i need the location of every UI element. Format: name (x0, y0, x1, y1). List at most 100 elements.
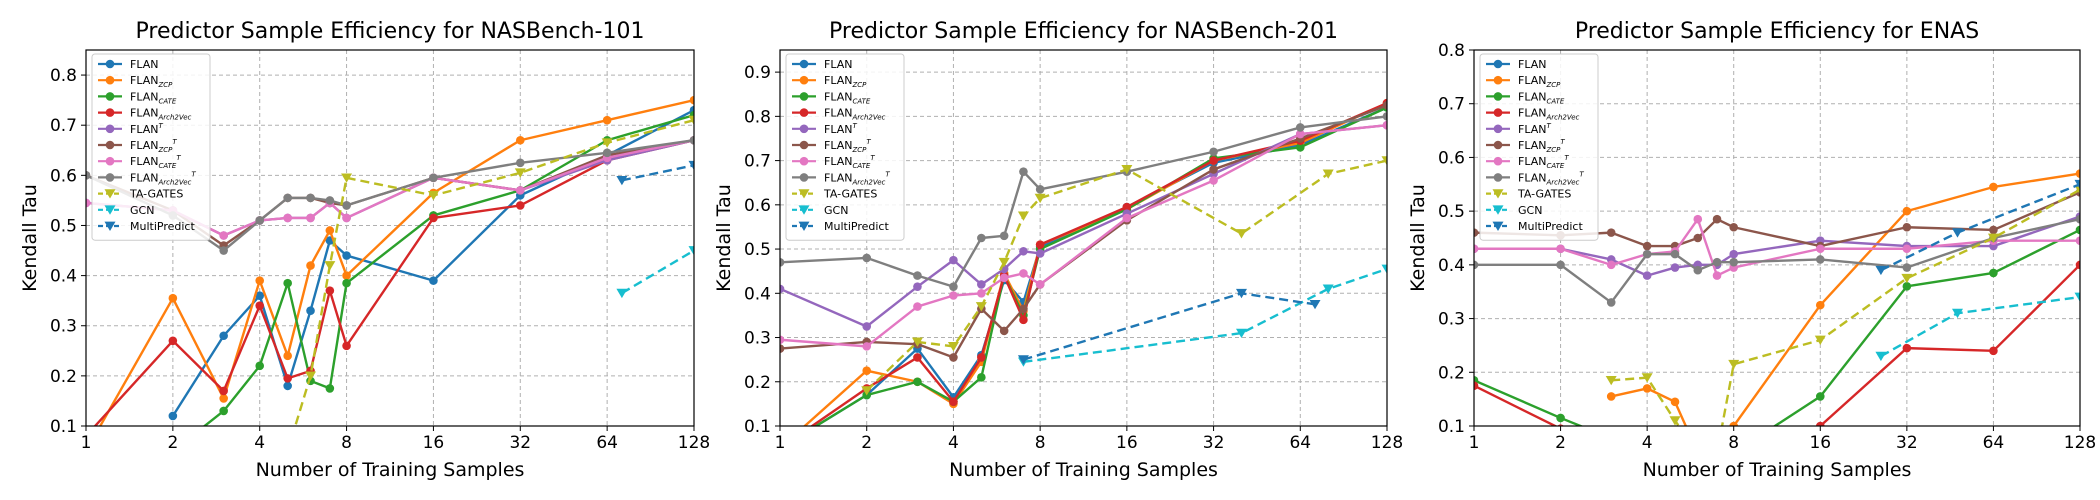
series-gcn (1875, 292, 2080, 362)
legend-item: FLANCATE (98, 90, 177, 105)
x-tick-label: 8 (1728, 433, 1739, 453)
data-point (949, 353, 958, 362)
y-tick-label: 0.2 (1438, 363, 1465, 383)
data-point (1474, 381, 1479, 391)
x-tick-label: 4 (948, 433, 959, 453)
series-line (1610, 172, 2080, 426)
series-ta-gates (861, 156, 1387, 396)
legend-item: FLANZCPT (98, 138, 177, 154)
y-tick-label: 0.1 (744, 417, 771, 437)
data-point (1642, 271, 1652, 280)
series-multipredict (1017, 288, 1321, 365)
data-point (913, 282, 922, 291)
data-point (1382, 120, 1387, 130)
legend-marker (105, 108, 115, 117)
legend-label: TA-GATES (129, 188, 183, 201)
legend-item: MultiPredict (1486, 220, 1583, 233)
data-point (168, 293, 178, 303)
series-line (1474, 264, 2080, 426)
data-point (1295, 129, 1305, 139)
data-point (429, 173, 438, 183)
series-line (1474, 228, 2080, 426)
data-point (688, 160, 694, 171)
legend-marker (1493, 75, 1503, 85)
data-point (168, 411, 178, 421)
x-tick-label: 32 (1896, 433, 1918, 453)
data-point (283, 381, 292, 391)
y-tick-label: 0.1 (50, 417, 77, 437)
data-point (429, 213, 438, 223)
data-point (977, 288, 986, 298)
data-point (1987, 233, 1999, 243)
data-point (1902, 222, 1912, 232)
data-point (1034, 193, 1046, 204)
chart-title: Predictor Sample Efficiency for ENAS (1575, 19, 1979, 44)
data-point (1713, 449, 1722, 458)
data-point (515, 186, 525, 195)
data-point (2074, 185, 2080, 195)
data-point (780, 344, 785, 353)
series-line (1474, 217, 2080, 277)
legend-item: FLANArch2Vec (792, 107, 886, 122)
y-tick-label: 0.3 (50, 317, 77, 337)
data-point (1606, 392, 1616, 401)
data-point (1474, 228, 1479, 237)
data-point (1712, 214, 1722, 224)
y-tick-label: 0.8 (50, 66, 77, 86)
data-point (1474, 244, 1479, 254)
legend-label: FLANArch2VecT (130, 170, 196, 186)
data-point (1989, 346, 1998, 356)
data-point (1381, 156, 1387, 166)
legend-marker (798, 221, 810, 231)
data-point (689, 135, 694, 145)
y-axis-label: Kendall Tau (19, 184, 41, 292)
legend-marker (799, 59, 809, 69)
legend-box (91, 53, 211, 241)
data-point (86, 171, 91, 180)
data-point (1815, 392, 1825, 401)
x-tick-label: 2 (1555, 433, 1566, 453)
legend-item: FLANArch2Vec (1486, 107, 1580, 122)
x-tick-label: 1 (1469, 433, 1480, 453)
series-flan-zcp (1606, 169, 2080, 458)
legend-label: FLANCATET (130, 154, 181, 170)
data-point (1729, 421, 1739, 426)
data-point (1902, 343, 1912, 353)
x-tick-label: 2 (861, 433, 872, 453)
legend-label: FLANT (1518, 122, 1551, 136)
data-point (1693, 449, 1702, 458)
legend-item: GCN (792, 204, 848, 217)
data-point (1017, 355, 1029, 365)
x-tick-label: 8 (1035, 433, 1046, 453)
data-point (977, 353, 986, 362)
data-point (1035, 280, 1045, 289)
legend-label: MultiPredict (130, 220, 195, 233)
legend-marker (798, 205, 810, 215)
data-point (1556, 244, 1565, 254)
data-point (2074, 179, 2080, 190)
data-point (999, 273, 1009, 283)
data-point (1728, 359, 1740, 370)
series-line (86, 139, 694, 237)
series-line (1023, 267, 1387, 364)
data-point (1901, 273, 1913, 284)
series-gcn (1017, 264, 1387, 367)
data-point (1235, 328, 1247, 339)
data-point (1382, 112, 1387, 121)
data-point (1019, 167, 1028, 176)
data-point (1606, 298, 1616, 307)
data-point (1815, 300, 1825, 310)
data-point (1814, 335, 1826, 346)
data-point (1606, 260, 1616, 270)
legend-label: FLAN (1518, 58, 1546, 71)
data-point (1035, 240, 1045, 249)
data-point (283, 278, 292, 288)
data-point (1693, 265, 1703, 275)
legend-label: FLANCATET (1518, 154, 1569, 170)
data-point (1309, 299, 1321, 310)
chart-title: Predictor Sample Efficiency for NASBench… (829, 19, 1338, 44)
data-point (1902, 282, 1912, 291)
data-point (1902, 263, 1912, 272)
data-point (1295, 143, 1305, 152)
data-point (1669, 416, 1681, 426)
